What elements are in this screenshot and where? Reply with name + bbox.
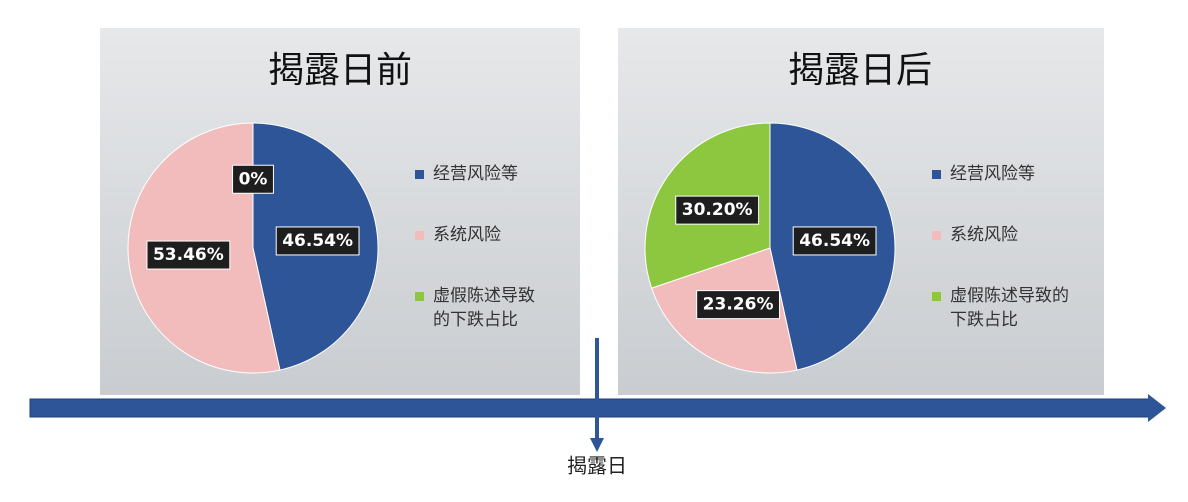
legend-swatch (415, 231, 424, 240)
data-label: 46.54% (799, 231, 870, 251)
data-label: 0% (239, 169, 268, 189)
legend-label: 虚假陈述导致的下跌占比 (950, 286, 1069, 330)
legend: 经营风险等系统风险虚假陈述导致的下跌占比 (415, 162, 541, 369)
timeline-arrow (1148, 394, 1166, 422)
legend-label: 系统风险 (950, 225, 1018, 245)
legend-label: 虚假陈述导致的下跌占比 (433, 286, 535, 330)
data-label: 46.54% (282, 231, 353, 251)
legend-swatch (932, 292, 941, 301)
label-box (792, 226, 877, 256)
label-box (232, 164, 274, 194)
legend: 经营风险等系统风险虚假陈述导致的下跌占比 (932, 162, 1076, 369)
event-label: 揭露日 (567, 454, 627, 478)
chart-title: 揭露日前 (268, 50, 412, 91)
legend-item: 虚假陈述导致的下跌占比 (932, 284, 1076, 332)
label-box (146, 240, 231, 270)
legend-label: 系统风险 (433, 225, 501, 245)
event-arrow (590, 438, 604, 452)
legend-item: 系统风险 (415, 223, 541, 247)
legend-swatch (932, 170, 941, 179)
label-box (275, 226, 360, 256)
data-label: 53.46% (153, 245, 224, 265)
label-box (675, 195, 760, 225)
label-box (696, 290, 780, 320)
legend-swatch (415, 292, 424, 301)
data-label: 23.26% (703, 295, 774, 315)
chart-title: 揭露日后 (788, 50, 932, 91)
timeline-bar (29, 398, 1151, 418)
legend-item: 系统风险 (932, 223, 1076, 247)
legend-item: 经营风险等 (415, 162, 541, 186)
legend-item: 虚假陈述导致的下跌占比 (415, 284, 541, 332)
legend-label: 经营风险等 (950, 164, 1035, 184)
legend-item: 经营风险等 (932, 162, 1076, 186)
data-label: 30.20% (682, 200, 753, 220)
legend-swatch (415, 170, 424, 179)
legend-swatch (932, 231, 941, 240)
legend-label: 经营风险等 (433, 164, 518, 184)
